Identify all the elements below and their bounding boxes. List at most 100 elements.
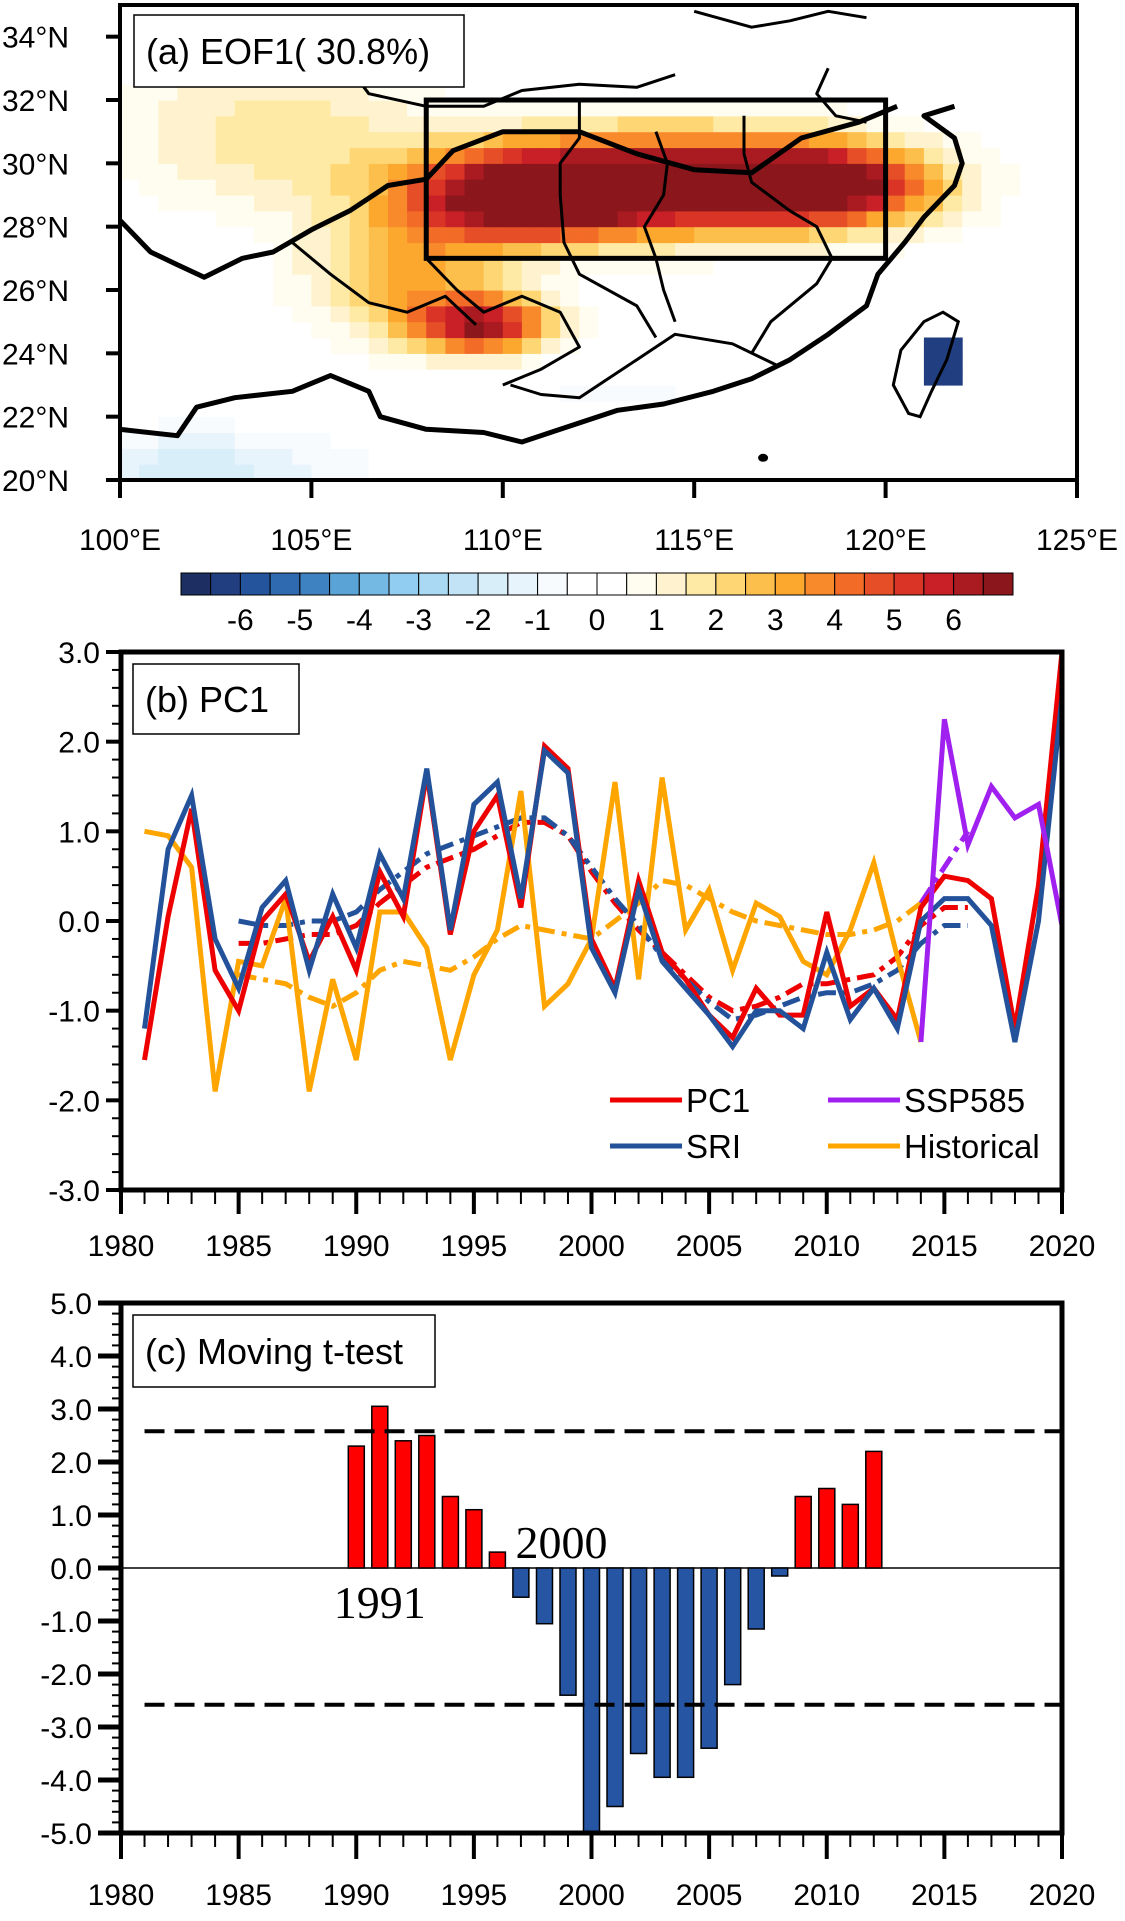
map-cell bbox=[789, 52, 810, 69]
map-cell bbox=[655, 36, 676, 54]
map-cell bbox=[713, 226, 733, 244]
panel-b-x-axis: 1980 1985 1990 1995 2000 2005 2010 2015 2020 bbox=[88, 1190, 1095, 1263]
map-cell bbox=[426, 353, 446, 370]
map-cell bbox=[541, 290, 561, 307]
map-cell bbox=[234, 115, 255, 133]
map-cell bbox=[426, 337, 446, 354]
map-cell bbox=[196, 163, 217, 180]
map-cell bbox=[120, 369, 140, 386]
map-cell bbox=[502, 115, 523, 133]
map-cell bbox=[464, 52, 485, 69]
map-cell bbox=[560, 20, 580, 38]
map-cell bbox=[579, 100, 600, 117]
map-cell bbox=[713, 100, 733, 117]
map-cell bbox=[694, 36, 714, 54]
map-cell bbox=[694, 210, 714, 228]
map-cell bbox=[732, 36, 753, 54]
map-cell bbox=[388, 258, 408, 275]
map-cell bbox=[713, 84, 733, 101]
map-cell bbox=[311, 131, 332, 149]
map-cell bbox=[407, 163, 427, 180]
map-cell bbox=[1038, 131, 1059, 149]
map-cell bbox=[694, 147, 714, 164]
map-cell bbox=[120, 147, 140, 164]
map-cell bbox=[120, 115, 140, 133]
series-sri bbox=[142, 696, 1062, 1051]
x-tick-label: 1980 bbox=[88, 1230, 155, 1263]
map-cell bbox=[694, 195, 714, 212]
bar-1997 bbox=[512, 1567, 530, 1598]
map-cell bbox=[981, 195, 1001, 212]
colorbar-swatch bbox=[953, 572, 984, 596]
map-cell bbox=[962, 179, 982, 196]
map-cell bbox=[694, 337, 714, 354]
map-cell bbox=[234, 210, 255, 228]
map-cell bbox=[177, 464, 198, 480]
map-cell bbox=[962, 84, 982, 101]
map-cell bbox=[847, 20, 867, 38]
map-cell bbox=[464, 100, 485, 117]
map-cell bbox=[464, 337, 485, 354]
map-cell bbox=[388, 290, 408, 307]
map-cell bbox=[579, 305, 600, 323]
map-cell bbox=[388, 163, 408, 180]
colorbar-label: 6 bbox=[945, 604, 962, 637]
map-cell bbox=[196, 179, 217, 196]
map-cell bbox=[828, 147, 848, 164]
map-cell bbox=[541, 131, 561, 149]
map-cell bbox=[809, 353, 829, 370]
colorbar-label: 1 bbox=[648, 604, 665, 637]
x-tick-label: 2015 bbox=[911, 1879, 978, 1912]
map-cell bbox=[388, 210, 408, 228]
map-cell bbox=[636, 36, 657, 54]
map-cell bbox=[464, 385, 485, 402]
map-cell bbox=[636, 385, 657, 402]
bar-1999 bbox=[559, 1567, 577, 1696]
map-cell bbox=[751, 321, 772, 339]
map-cell bbox=[254, 100, 274, 117]
map-cell bbox=[368, 100, 389, 117]
map-cell bbox=[196, 147, 217, 164]
map-cell bbox=[751, 52, 772, 69]
lat-tick-label: 28°N bbox=[2, 212, 69, 245]
map-cell bbox=[388, 242, 408, 259]
map-cell bbox=[541, 100, 561, 117]
map-cell bbox=[273, 369, 293, 386]
map-cell bbox=[598, 179, 619, 196]
map-cell bbox=[234, 147, 255, 164]
map-cell bbox=[885, 84, 906, 101]
map-cell bbox=[655, 353, 676, 370]
map-cell bbox=[464, 163, 485, 180]
map-cell bbox=[254, 258, 274, 275]
map-cell bbox=[215, 305, 236, 323]
map-cell bbox=[177, 179, 198, 196]
map-cell bbox=[158, 337, 178, 354]
map-cell bbox=[292, 290, 312, 307]
map-cell bbox=[598, 100, 619, 117]
map-cell bbox=[139, 226, 159, 244]
map-cell bbox=[368, 195, 389, 212]
map-cell bbox=[598, 147, 619, 164]
map-cell bbox=[234, 432, 255, 449]
map-cell bbox=[636, 84, 657, 101]
map-cell bbox=[177, 226, 198, 244]
map-cell bbox=[483, 147, 504, 164]
lat-tick-label: 24°N bbox=[2, 338, 69, 371]
map-cell bbox=[483, 20, 504, 38]
map-cell bbox=[828, 290, 848, 307]
map-cell bbox=[541, 20, 561, 38]
map-cell bbox=[445, 385, 466, 402]
map-cell bbox=[521, 226, 542, 244]
map-cell bbox=[675, 226, 695, 244]
map-cell bbox=[292, 321, 312, 339]
map-cell bbox=[502, 242, 523, 259]
map-cell bbox=[139, 385, 159, 402]
map-cell bbox=[483, 36, 504, 54]
map-cell bbox=[904, 163, 925, 180]
map-cell bbox=[445, 179, 466, 196]
map-cell bbox=[675, 147, 695, 164]
map-cell bbox=[866, 147, 887, 164]
bar-1995 bbox=[465, 1508, 483, 1569]
map-cell bbox=[962, 163, 982, 180]
map-cell bbox=[368, 115, 389, 133]
